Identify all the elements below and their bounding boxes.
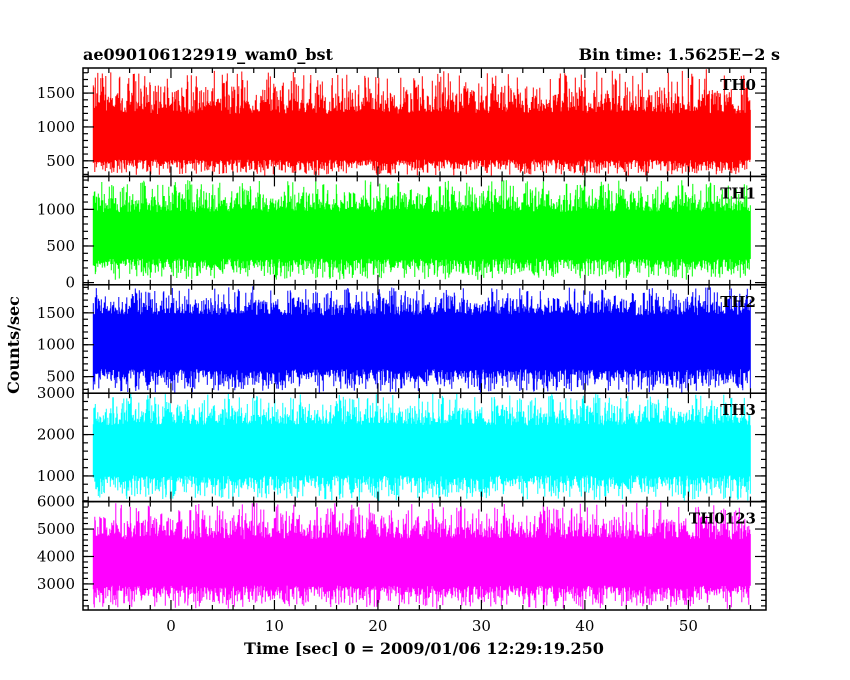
panel-th3: 1000 2000 3000 TH3 [37, 384, 767, 503]
y-tick-label: 0 [65, 274, 75, 292]
x-tick-label: 40 [575, 617, 594, 635]
panel-th2: 500 1000 1500 TH2 [37, 284, 767, 394]
series-label-th0: TH0 [720, 76, 756, 94]
series-band-th1 [93, 212, 751, 259]
y-tick-label: 1000 [37, 200, 75, 218]
series-band-th3 [93, 425, 751, 476]
x-tick-label: 20 [368, 617, 387, 635]
y-tick-label: 1000 [37, 467, 75, 485]
y-tick-label: 1500 [37, 304, 75, 322]
y-tick-label: 1500 [37, 84, 75, 102]
x-axis-label: Time [sec] 0 = 2009/01/06 12:29:19.250 [244, 639, 604, 658]
panel-th1: 0 500 1000 TH1 [37, 175, 767, 292]
panels-group: 500 1000 1500 TH0 0 500 1000 TH1 500 1000 1500 TH2 1… [37, 67, 767, 611]
series-label-th1: TH1 [720, 184, 756, 202]
x-tick-label: 0 [166, 617, 176, 635]
y-tick-label: 3000 [37, 575, 75, 593]
y-tick-label: 500 [46, 152, 75, 170]
chart-title-left: ae090106122919_wam0_bst [83, 45, 334, 64]
y-tick-label: 1000 [37, 336, 75, 354]
y-tick-label: 5000 [37, 520, 75, 538]
y-tick-label: 500 [46, 368, 75, 386]
x-axis: 0 10 20 30 40 50 [166, 617, 698, 635]
y-tick-label: 2000 [37, 426, 75, 444]
y-tick-label: 1000 [37, 118, 75, 136]
series-band-th0 [93, 114, 751, 160]
series-label-th2: TH2 [720, 293, 756, 311]
x-tick-label: 10 [265, 617, 284, 635]
series-band-th2 [93, 315, 751, 369]
y-tick-label: 4000 [37, 547, 75, 565]
series-label-th3: TH3 [720, 401, 756, 419]
series-label-th0123: TH0123 [689, 510, 756, 528]
panel-th0: 500 1000 1500 TH0 [37, 67, 767, 178]
x-tick-label: 30 [472, 617, 491, 635]
y-axis-label: Counts/sec [4, 296, 23, 394]
panel-th0123: 3000 4000 5000 6000 TH0123 [37, 493, 767, 611]
x-tick-label: 50 [679, 617, 698, 635]
panel-frame [82, 500, 767, 611]
y-tick-label: 500 [46, 237, 75, 255]
y-tick-label: 6000 [37, 493, 75, 511]
chart-title-right: Bin time: 1.5625E−2 s [579, 45, 780, 64]
series-band-th0123 [93, 539, 751, 586]
y-tick-label: 3000 [37, 384, 75, 402]
